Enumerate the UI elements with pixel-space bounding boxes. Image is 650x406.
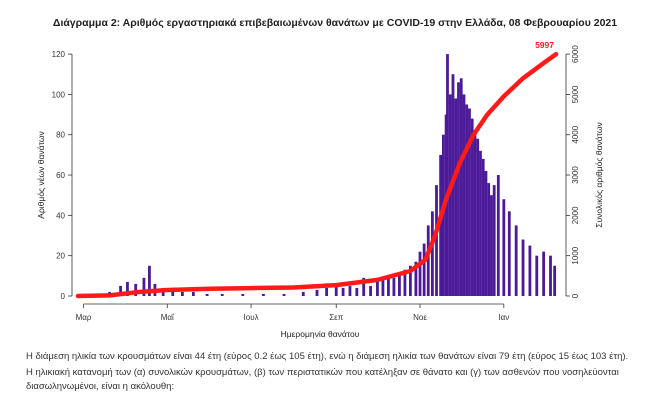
- y-axis-left: 0 20 40 60 80 100 120: [52, 50, 73, 301]
- bar: [409, 265, 412, 296]
- bar: [205, 293, 209, 296]
- bar: [325, 287, 329, 296]
- bar: [381, 279, 385, 296]
- bar: [355, 287, 359, 296]
- x-tick-label: Μαρ: [76, 313, 92, 322]
- bar: [473, 130, 477, 296]
- cumulative-line: [75, 51, 559, 299]
- y-tick-label: 60: [56, 171, 65, 180]
- chart: Διάγραμμα 2: Αριθμός εργαστηριακά επιβεβ…: [36, 17, 617, 339]
- bar: [191, 291, 195, 296]
- bar: [369, 285, 372, 296]
- bar: [454, 98, 458, 296]
- bar: [435, 185, 438, 296]
- bar: [459, 78, 463, 296]
- bar: [387, 275, 390, 296]
- bar: [496, 175, 500, 296]
- y2-tick-label: 5000: [571, 85, 580, 103]
- bar: [301, 291, 305, 296]
- bar: [392, 277, 396, 296]
- y-tick-label: 120: [52, 50, 66, 59]
- bar: [502, 199, 506, 296]
- bar: [148, 265, 151, 296]
- bar: [507, 211, 511, 296]
- bar: [220, 293, 224, 296]
- y-tick-label: 0: [61, 292, 66, 301]
- bar: [262, 293, 265, 296]
- bar: [171, 289, 175, 296]
- bar: [487, 183, 491, 296]
- bar: [549, 255, 552, 296]
- bar: [479, 150, 482, 296]
- y2-tick-label: 4000: [571, 125, 580, 143]
- bar: [376, 281, 379, 296]
- x-tick-label: Μαΐ: [161, 313, 175, 322]
- bar: [481, 158, 485, 296]
- bar: [446, 54, 449, 296]
- bar: [334, 283, 338, 296]
- bar: [142, 277, 146, 296]
- bar: [315, 289, 319, 296]
- bar: [553, 265, 557, 296]
- y2-tick-label: 2000: [571, 206, 580, 224]
- bar: [528, 245, 532, 296]
- chart-title: Διάγραμμα 2: Αριθμός εργαστηριακά επιβεβ…: [53, 17, 617, 29]
- bar: [470, 118, 474, 296]
- y2-tick-label: 0: [571, 293, 580, 298]
- x-tick-label: Ιουλ: [244, 313, 259, 322]
- x-tick-label: Σεπ: [329, 313, 344, 322]
- y-tick-label: 20: [56, 252, 65, 261]
- caption-paragraph-distribution: Η ηλικιακή κατανομή των (α) συνολικών κρ…: [26, 367, 619, 392]
- bar: [414, 261, 418, 296]
- bar: [418, 251, 422, 296]
- y-axis-label: Αριθμός νέων θανάτων: [36, 131, 46, 218]
- bar: [348, 285, 352, 296]
- x-axis-label: Ημερομηνία θανάτου: [281, 329, 360, 339]
- bar: [439, 154, 443, 296]
- bar: [465, 104, 469, 296]
- bar: [521, 239, 525, 296]
- x-tick-label: Ιαν: [498, 313, 509, 322]
- y-tick-label: 100: [52, 90, 66, 99]
- bar: [398, 273, 401, 296]
- bar: [180, 291, 184, 296]
- bar: [422, 243, 426, 296]
- bar: [514, 225, 518, 296]
- bar: [468, 108, 471, 297]
- bar: [119, 285, 122, 296]
- bar: [448, 94, 452, 297]
- bar: [134, 283, 138, 296]
- y2-tick-label: 1000: [571, 246, 580, 264]
- bar: [426, 225, 430, 296]
- bar: [430, 211, 434, 296]
- bar: [282, 293, 286, 296]
- x-axis: Μαρ Μαΐ Ιουλ Σεπ Νοε Ιαν: [76, 303, 509, 322]
- y-tick-label: 40: [56, 211, 65, 220]
- y2-axis-label: Συνολικός αριθμός θανάτων: [594, 122, 604, 228]
- bar: [535, 255, 539, 296]
- bar: [462, 94, 466, 297]
- bar: [490, 195, 493, 296]
- y2-tick-label: 3000: [571, 166, 580, 184]
- cumulative-end-label: 5997: [535, 40, 554, 50]
- line-series: 5997: [75, 40, 559, 299]
- bar: [492, 185, 496, 296]
- bar: [542, 251, 546, 296]
- bar: [241, 293, 245, 296]
- bar: [362, 277, 366, 296]
- x-tick-label: Νοε: [413, 313, 427, 322]
- bar: [457, 82, 460, 296]
- y-tick-label: 80: [56, 131, 65, 140]
- y2-tick-label: 6000: [571, 45, 580, 63]
- bar: [476, 138, 480, 296]
- bar: [341, 287, 345, 296]
- bar: [126, 281, 129, 296]
- bar: [484, 171, 488, 296]
- caption-paragraph-age: Η διάμεση ηλικία των κρουσμάτων είναι 44…: [26, 351, 629, 362]
- bar: [403, 269, 407, 296]
- bar-series: [97, 54, 557, 297]
- y-axis-right: 0 1000 2000 3000 4000 5000 6000: [565, 45, 580, 298]
